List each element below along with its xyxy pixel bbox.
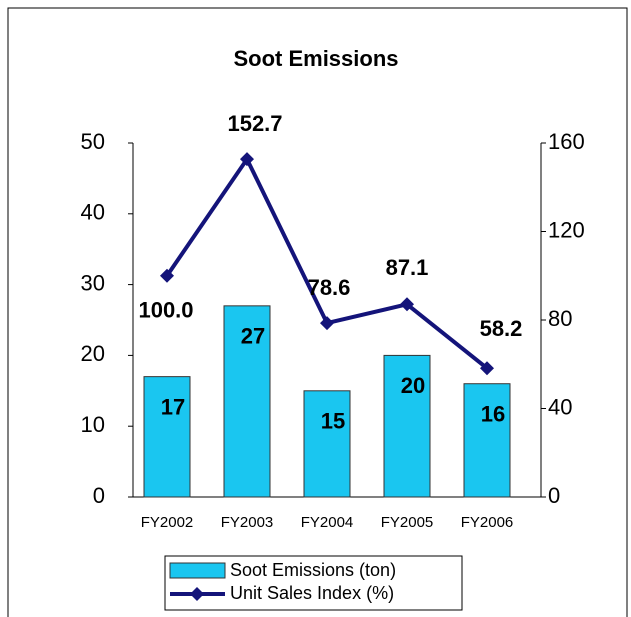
bar bbox=[463, 383, 511, 498]
legend-label: Unit Sales Index (%) bbox=[230, 583, 394, 603]
chart-title: Soot Emissions bbox=[233, 46, 398, 71]
line bbox=[165, 155, 489, 370]
y-tick-label: 10 bbox=[81, 412, 105, 437]
bar-label: 15 bbox=[321, 409, 345, 434]
line-marker bbox=[320, 316, 334, 331]
line-marker bbox=[160, 268, 174, 283]
line-label: 152.7 bbox=[227, 111, 282, 136]
y-tick-label: 0 bbox=[93, 483, 105, 508]
line-marker bbox=[400, 297, 414, 312]
y2-tick-label: 40 bbox=[548, 394, 572, 419]
bar-label: 16 bbox=[481, 402, 505, 427]
line-label: 87.1 bbox=[386, 255, 429, 280]
legend-label: Soot Emissions (ton) bbox=[230, 560, 396, 580]
y2-tick-label: 160 bbox=[548, 129, 585, 154]
bar bbox=[223, 305, 271, 498]
y-tick-label: 30 bbox=[81, 270, 105, 295]
x-tick-label: FY2006 bbox=[461, 514, 514, 531]
y-tick-label: 50 bbox=[81, 129, 105, 154]
y2-tick-label: 80 bbox=[548, 306, 572, 331]
chart-border bbox=[7, 7, 628, 617]
bar-label: 17 bbox=[161, 394, 185, 419]
y2-tick-label: 120 bbox=[548, 217, 585, 242]
y2-tick-label: 0 bbox=[548, 483, 560, 508]
line-marker bbox=[240, 152, 254, 167]
bar-label: 20 bbox=[401, 373, 425, 398]
legend-swatch bbox=[169, 562, 226, 579]
x-tick-label: FY2002 bbox=[141, 514, 194, 531]
line-label: 100.0 bbox=[138, 298, 193, 323]
y-tick-label: 20 bbox=[81, 341, 105, 366]
line-label: 58.2 bbox=[480, 316, 523, 341]
y-tick-label: 40 bbox=[81, 200, 105, 225]
bar bbox=[303, 390, 351, 498]
x-tick-label: FY2004 bbox=[301, 514, 354, 531]
legend-marker bbox=[190, 587, 204, 601]
bar bbox=[383, 354, 431, 498]
bar bbox=[143, 376, 191, 498]
x-tick-label: FY2005 bbox=[381, 514, 434, 531]
line-marker bbox=[480, 361, 494, 376]
x-tick-label: FY2003 bbox=[221, 514, 274, 531]
line-label: 78.6 bbox=[308, 275, 351, 300]
bar-label: 27 bbox=[241, 324, 265, 349]
